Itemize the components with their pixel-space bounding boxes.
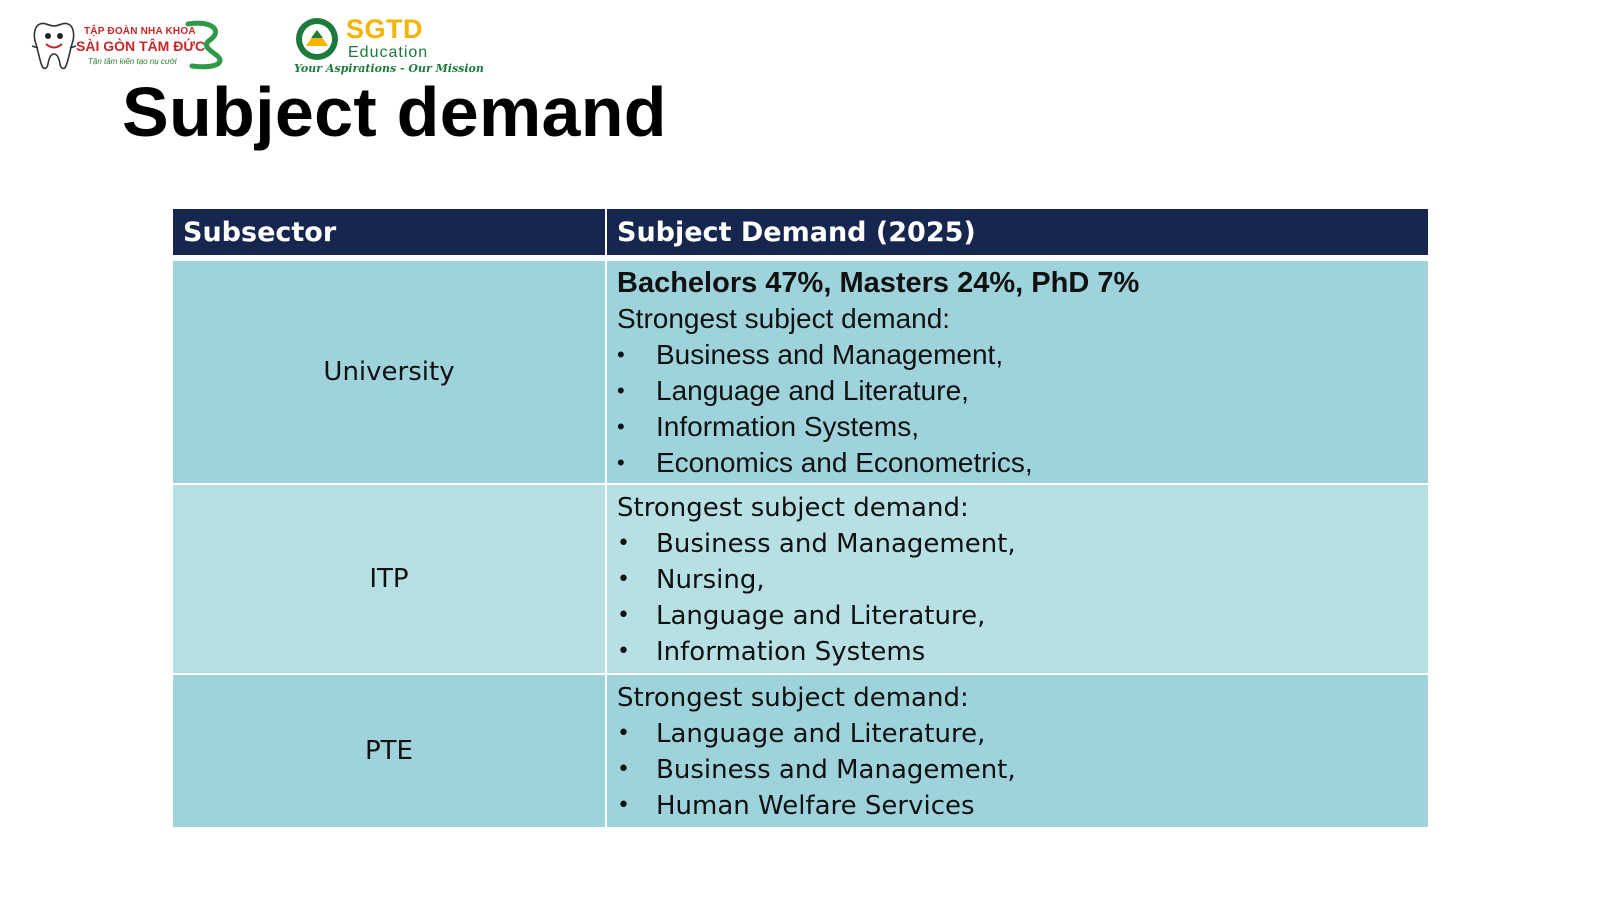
bullet-icon: • xyxy=(617,639,630,664)
bullet-icon: • xyxy=(617,567,630,592)
list-item: • Language and Literature, xyxy=(617,716,1418,752)
list-item: • Human Welfare Services xyxy=(617,788,1418,824)
list-item: • Economics and Econometrics, xyxy=(617,445,1418,481)
demand-cell: Strongest subject demand: • Business and … xyxy=(606,484,1428,675)
list-item: • Business and Management, xyxy=(617,526,1418,562)
header-subsector: Subsector xyxy=(173,209,607,261)
sgtd-emblem-icon xyxy=(296,18,338,60)
list-item: • Business and Management, xyxy=(617,752,1418,788)
list-item: • Information Systems xyxy=(617,634,1418,670)
demand-intro: Strongest subject demand: xyxy=(617,303,951,334)
subject-demand-table: Subsector Subject Demand (2025) Universi… xyxy=(173,209,1428,829)
list-item: • Information Systems, xyxy=(617,409,1418,445)
table-row-itp: ITP Strongest subject demand: • Business … xyxy=(173,484,1428,675)
subsector-cell: PTE xyxy=(173,674,607,829)
subsector-cell: University xyxy=(173,258,607,485)
subject-list: • Business and Management, • Language and … xyxy=(617,337,1418,481)
bullet-icon: • xyxy=(617,757,630,782)
bullet-icon: • xyxy=(617,378,625,403)
list-item: • Language and Literature, xyxy=(617,373,1418,409)
sgtd-brand: SGTD xyxy=(346,14,424,44)
subject-list: • Language and Literature, • Business and … xyxy=(617,716,1418,824)
header-subject-demand: Subject Demand (2025) xyxy=(606,209,1428,261)
dental-group-logo: TẬP ĐOÀN NHA KHOA SÀI GÒN TÂM ĐỨC Tận tâ… xyxy=(30,16,225,72)
demand-intro: Strongest subject demand: xyxy=(617,493,969,523)
sgtd-sub: Education xyxy=(348,44,429,61)
dental-logo-tagline: Tận tâm kiến tạo nụ cười xyxy=(88,57,177,66)
bullet-icon: • xyxy=(617,450,625,475)
demand-cell: Bachelors 47%, Masters 24%, PhD 7% Stron… xyxy=(606,258,1428,485)
dental-logo-line2: SÀI GÒN TÂM ĐỨC xyxy=(76,38,206,54)
subject-list: • Business and Management, • Nursing, • Lan… xyxy=(617,526,1418,670)
table-row-pte: PTE Strongest subject demand: • Language … xyxy=(173,674,1428,829)
subsector-cell: ITP xyxy=(173,484,607,675)
green-swoosh-icon xyxy=(185,20,223,70)
dental-logo-line1: TẬP ĐOÀN NHA KHOA xyxy=(84,26,196,37)
list-item: • Language and Literature, xyxy=(617,598,1418,634)
list-item: • Business and Management, xyxy=(617,337,1418,373)
table-row-university: University Bachelors 47%, Masters 24%, P… xyxy=(173,258,1428,485)
table-header-row: Subsector Subject Demand (2025) xyxy=(173,209,1428,261)
demand-cell: Strongest subject demand: • Language and … xyxy=(606,674,1428,829)
bullet-icon: • xyxy=(617,342,625,367)
bullet-icon: • xyxy=(617,531,630,556)
bullet-icon: • xyxy=(617,603,630,628)
tooth-mascot-icon xyxy=(31,22,77,70)
degree-share-headline: Bachelors 47%, Masters 24%, PhD 7% xyxy=(617,267,1140,299)
sgtd-tagline: Your Aspirations - Our Mission xyxy=(294,62,484,75)
bullet-icon: • xyxy=(617,414,625,439)
demand-intro: Strongest subject demand: xyxy=(617,683,969,713)
slide-title: Subject demand xyxy=(122,73,667,151)
list-item: • Nursing, xyxy=(617,562,1418,598)
sgtd-education-logo: SGTD Education Your Aspirations - Our Mi… xyxy=(294,14,484,76)
bullet-icon: • xyxy=(617,793,630,818)
bullet-icon: • xyxy=(617,721,630,746)
